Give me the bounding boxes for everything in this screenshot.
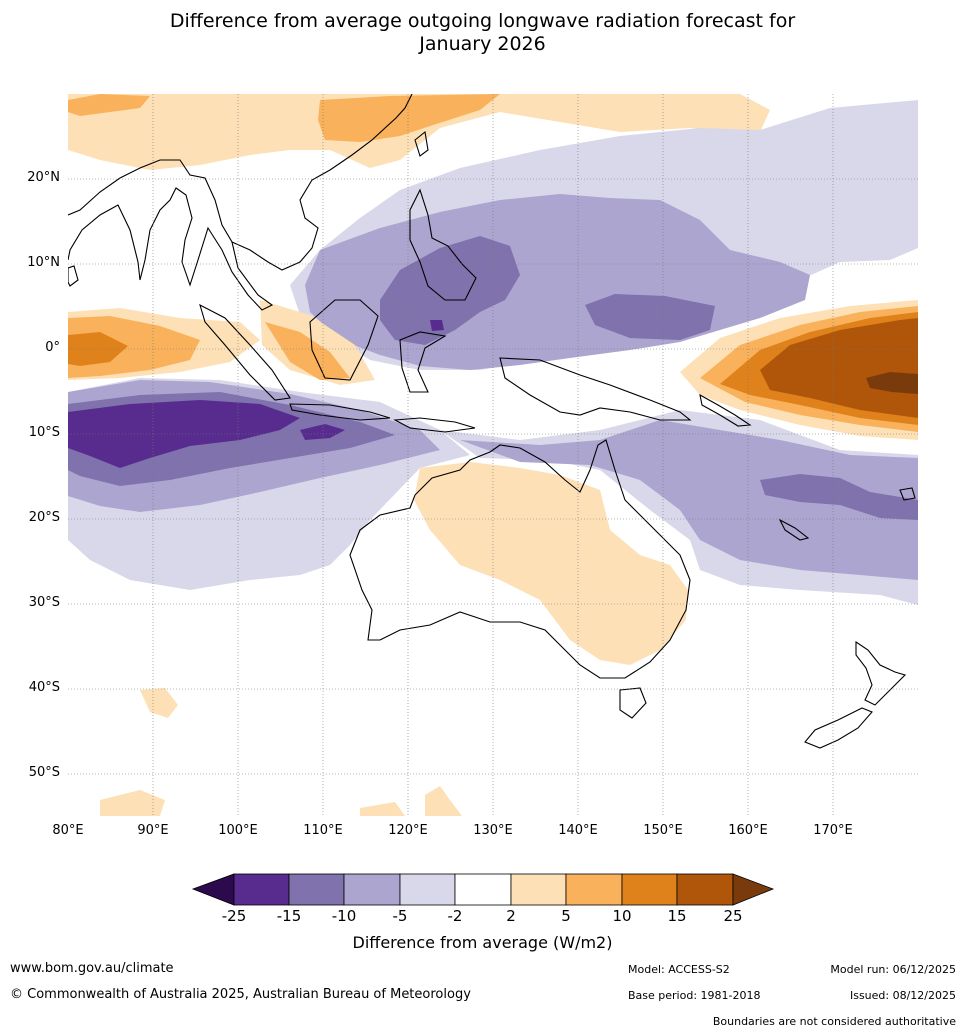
anomaly-region-south-pacific-moderate-negative — [460, 420, 918, 580]
colorbar-tick-label: -25 — [221, 907, 247, 925]
footer-url: www.bom.gov.au/climate — [10, 961, 174, 976]
colorbar-tick-label: -15 — [276, 907, 302, 925]
colorbar-extend-high — [732, 873, 775, 906]
colorbar-bin-6 — [510, 873, 567, 906]
colorbar-tick-label: -10 — [331, 907, 357, 925]
colorbar-bin-9 — [676, 873, 734, 906]
coastline-sumatra — [199, 303, 291, 401]
anomaly-region-australia-positive — [414, 462, 688, 665]
coastlines — [68, 94, 916, 749]
lat-label-0: 0° — [45, 340, 60, 355]
title-line-2: January 2026 — [419, 33, 546, 55]
colorbar-bin-4 — [399, 873, 456, 906]
anomaly-region-southern-ocean-positive-1 — [140, 688, 178, 718]
anomaly-region-central-pacific-very-strong-positive — [760, 318, 918, 418]
coastline-new-zealand-south — [804, 707, 873, 749]
coastline-philippines — [409, 188, 477, 301]
anomaly-region-malay-moderate-positive — [265, 322, 350, 380]
lat-label-20n: 20°N — [27, 170, 60, 185]
anomaly-region-south-indian-extreme-negative — [68, 400, 300, 468]
colorbar-title: Difference from average (W/m2) — [352, 933, 613, 952]
lat-label-30s: 30°S — [28, 595, 60, 610]
footer-model: Model: ACCESS-S2 — [628, 963, 730, 976]
graticule — [68, 94, 918, 816]
lon-label-100e: 100°E — [218, 823, 258, 838]
lon-label-130e: 130°E — [473, 823, 513, 838]
coastline-indochina-china — [231, 94, 413, 271]
coastline-fiji — [899, 487, 916, 501]
colorbar-bin-3 — [343, 873, 401, 906]
lon-label-150e: 150°E — [643, 823, 683, 838]
anomaly-region-coral-sea-strong-negative — [760, 474, 918, 520]
lat-label-50s: 50°S — [28, 765, 60, 780]
colorbar-bin-1 — [233, 873, 290, 906]
coastline-solomon-islands — [699, 393, 752, 427]
coastline-borneo — [309, 299, 379, 381]
lon-label-140e: 140°E — [558, 823, 598, 838]
anomaly-region-india-positive — [68, 94, 150, 116]
coastline-new-zealand-north — [855, 640, 907, 706]
lat-label-10s: 10°S — [28, 425, 60, 440]
colorbar-tick-label: 2 — [506, 907, 516, 925]
anomaly-region-china-coast-positive — [318, 94, 500, 142]
colorbar-bin-2 — [288, 873, 345, 906]
anomaly-region-celebes-strong-negative — [380, 236, 520, 345]
colorbar — [191, 873, 775, 906]
lon-label-80e: 80°E — [52, 823, 84, 838]
lon-label-90e: 90°E — [137, 823, 169, 838]
colorbar-tick-label: 15 — [667, 907, 687, 925]
colorbar-bin-5 — [454, 873, 512, 906]
footer-base-period: Base period: 1981-2018 — [628, 989, 761, 1002]
anomaly-region-pacific-strong-negative — [585, 294, 715, 340]
coastline-taiwan — [414, 130, 429, 157]
coastline-australia — [349, 439, 691, 679]
footer-disclaimer: Boundaries are not considered authoritat… — [712, 1015, 956, 1028]
coastline-asia-mainland — [68, 159, 274, 311]
lon-label-110e: 110°E — [303, 823, 343, 838]
anomaly-region-malay-positive — [260, 300, 375, 385]
coastline-java — [289, 403, 391, 421]
footer-issued: Issued: 08/12/2025 — [849, 989, 956, 1002]
anomaly-region-southern-ocean-positive-2 — [100, 790, 165, 816]
anomaly-region-celebes-extreme-negative — [430, 320, 444, 331]
lat-label-20s: 20°S — [28, 510, 60, 525]
lat-label-40s: 40°S — [28, 680, 60, 695]
chart-title: Difference from average outgoing longwav… — [0, 10, 965, 56]
coastline-sulawesi — [399, 331, 447, 393]
colorbar-tick-label: 5 — [561, 907, 571, 925]
coastline-tasmania — [619, 687, 647, 719]
colorbar-extend-low — [191, 873, 235, 906]
lon-label-170e: 170°E — [813, 823, 853, 838]
anomaly-region-southern-ocean-positive-3 — [360, 802, 405, 816]
lon-label-120e: 120°E — [388, 823, 428, 838]
anomaly-region-timor-extreme-negative — [300, 424, 345, 440]
colorbar-bin-8 — [621, 873, 678, 906]
coastline-new-caledonia — [778, 518, 810, 541]
colorbar-tick-label: 10 — [612, 907, 632, 925]
coastline-sri-lanka — [68, 265, 79, 287]
title-line-1: Difference from average outgoing longwav… — [169, 10, 796, 32]
colorbar-bin-7 — [565, 873, 623, 906]
coastline-new-guinea — [499, 357, 692, 421]
colorbar-tick-label: 25 — [723, 907, 743, 925]
anomaly-region-asia-positive — [68, 94, 770, 170]
colorbar-tick-label: -5 — [392, 907, 408, 925]
coastline-lesser-sunda — [393, 417, 476, 433]
footer-copyright: © Commonwealth of Australia 2025, Austra… — [10, 987, 471, 1002]
anomaly-region-southern-ocean-positive-4 — [425, 786, 462, 816]
colorbar-tick-label: -2 — [447, 907, 463, 925]
lat-label-10n: 10°N — [27, 255, 60, 270]
lon-label-160e: 160°E — [728, 823, 768, 838]
footer-model-run: Model run: 06/12/2025 — [830, 963, 956, 976]
anomaly-region-central-pacific-extreme-positive — [866, 372, 918, 394]
